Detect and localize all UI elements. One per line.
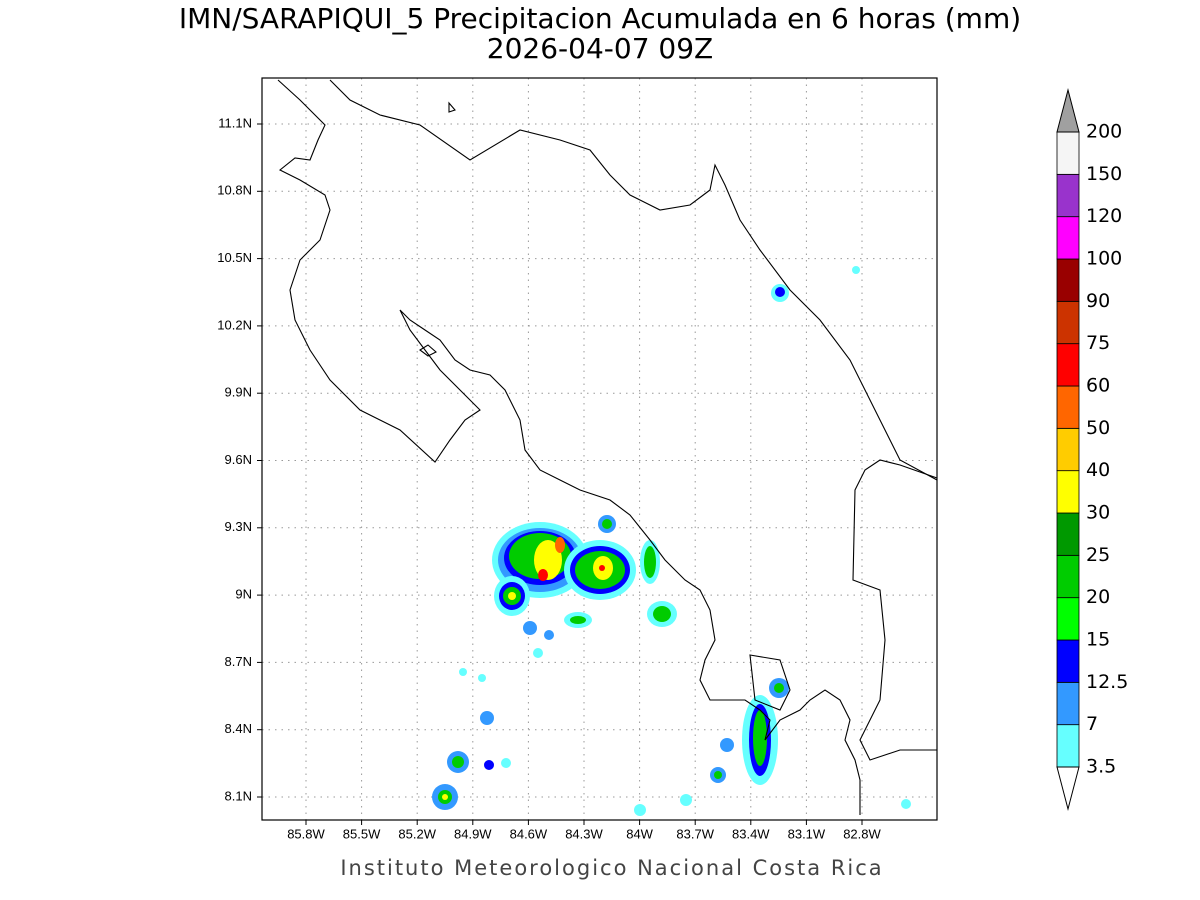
lon-tick-label: 85.2W <box>398 826 436 841</box>
lat-tick-label: 8.1N <box>225 788 252 803</box>
lon-tick-label: 84.9W <box>454 826 492 841</box>
colorbar-label: 3.5 <box>1086 756 1116 778</box>
colorbar-box <box>1056 512 1080 556</box>
colorbar-box <box>1056 639 1080 683</box>
colorbar-label: 75 <box>1086 332 1110 354</box>
colorbar-over <box>1056 88 1080 133</box>
colorbar-label: 7 <box>1086 713 1098 735</box>
lon-tick-label: 84W <box>626 826 653 841</box>
lat-tick-label: 9.3N <box>225 519 252 534</box>
colorbar-label: 50 <box>1086 417 1110 439</box>
colorbar-label: 12.5 <box>1086 671 1128 693</box>
colorbar-box <box>1056 470 1080 514</box>
colorbar-box <box>1056 173 1080 218</box>
colorbar-label: 200 <box>1086 121 1122 143</box>
colorbar: 3.5 7 12.5 15 20 25 30 40 50 60 75 90 100 120 150 200 <box>1056 88 1128 811</box>
lon-tick-label: 83.1W <box>788 826 826 841</box>
lon-tick-label: 82.8W <box>843 826 881 841</box>
colorbar-label: 90 <box>1086 290 1110 312</box>
colorbar-box <box>1056 427 1080 472</box>
colorbar-box <box>1056 343 1080 387</box>
title: IMN/SARAPIQUI_5 Precipitacion Acumulada … <box>179 2 1021 35</box>
colorbar-label: 150 <box>1086 163 1122 185</box>
lat-tick-label: 9N <box>235 587 252 602</box>
colorbar-box <box>1056 554 1080 599</box>
lat-tick-label: 9.6N <box>225 452 252 467</box>
colorbar-box <box>1056 216 1080 260</box>
lat-tick-label: 10.8N <box>217 183 252 198</box>
colorbar-label: 15 <box>1086 629 1110 651</box>
colorbar-label: 40 <box>1086 459 1110 481</box>
subtitle: 2026-04-07 09Z <box>487 32 713 65</box>
colorbar-label: 25 <box>1086 544 1110 566</box>
colorbar-box <box>1056 724 1080 768</box>
lon-tick-label: 84.3W <box>565 826 603 841</box>
colorbar-label: 30 <box>1086 502 1110 524</box>
colorbar-under <box>1056 766 1080 811</box>
colorbar-label: 20 <box>1086 586 1110 608</box>
colorbar-box <box>1056 131 1080 175</box>
colorbar-box <box>1056 300 1080 345</box>
coastlines <box>277 79 938 815</box>
lat-tick-label: 10.5N <box>217 250 252 265</box>
lon-tick-label: 84.6W <box>510 826 548 841</box>
colorbar-label: 100 <box>1086 248 1122 270</box>
lat-tick-label: 8.7N <box>225 654 252 669</box>
lat-tick-label: 10.2N <box>217 317 252 332</box>
lon-tick-label: 85.8W <box>287 826 325 841</box>
colorbar-box <box>1056 385 1080 429</box>
lon-tick-label: 85.5W <box>343 826 381 841</box>
colorbar-label: 60 <box>1086 375 1110 397</box>
colorbar-box <box>1056 258 1080 302</box>
map-frame <box>261 77 938 821</box>
colorbar-label: 120 <box>1086 205 1122 227</box>
colorbar-box <box>1056 597 1080 641</box>
lon-tick-label: 83.7W <box>676 826 714 841</box>
footer: Instituto Meteorologico Nacional Costa R… <box>340 856 883 880</box>
colorbar-box <box>1056 681 1080 726</box>
grid <box>257 78 937 825</box>
lon-tick-label: 83.4W <box>732 826 770 841</box>
precipitation <box>432 266 911 816</box>
lat-tick-label: 9.9N <box>225 385 252 400</box>
lat-tick-label: 8.4N <box>225 721 252 736</box>
lat-tick-label: 11.1N <box>218 115 252 130</box>
